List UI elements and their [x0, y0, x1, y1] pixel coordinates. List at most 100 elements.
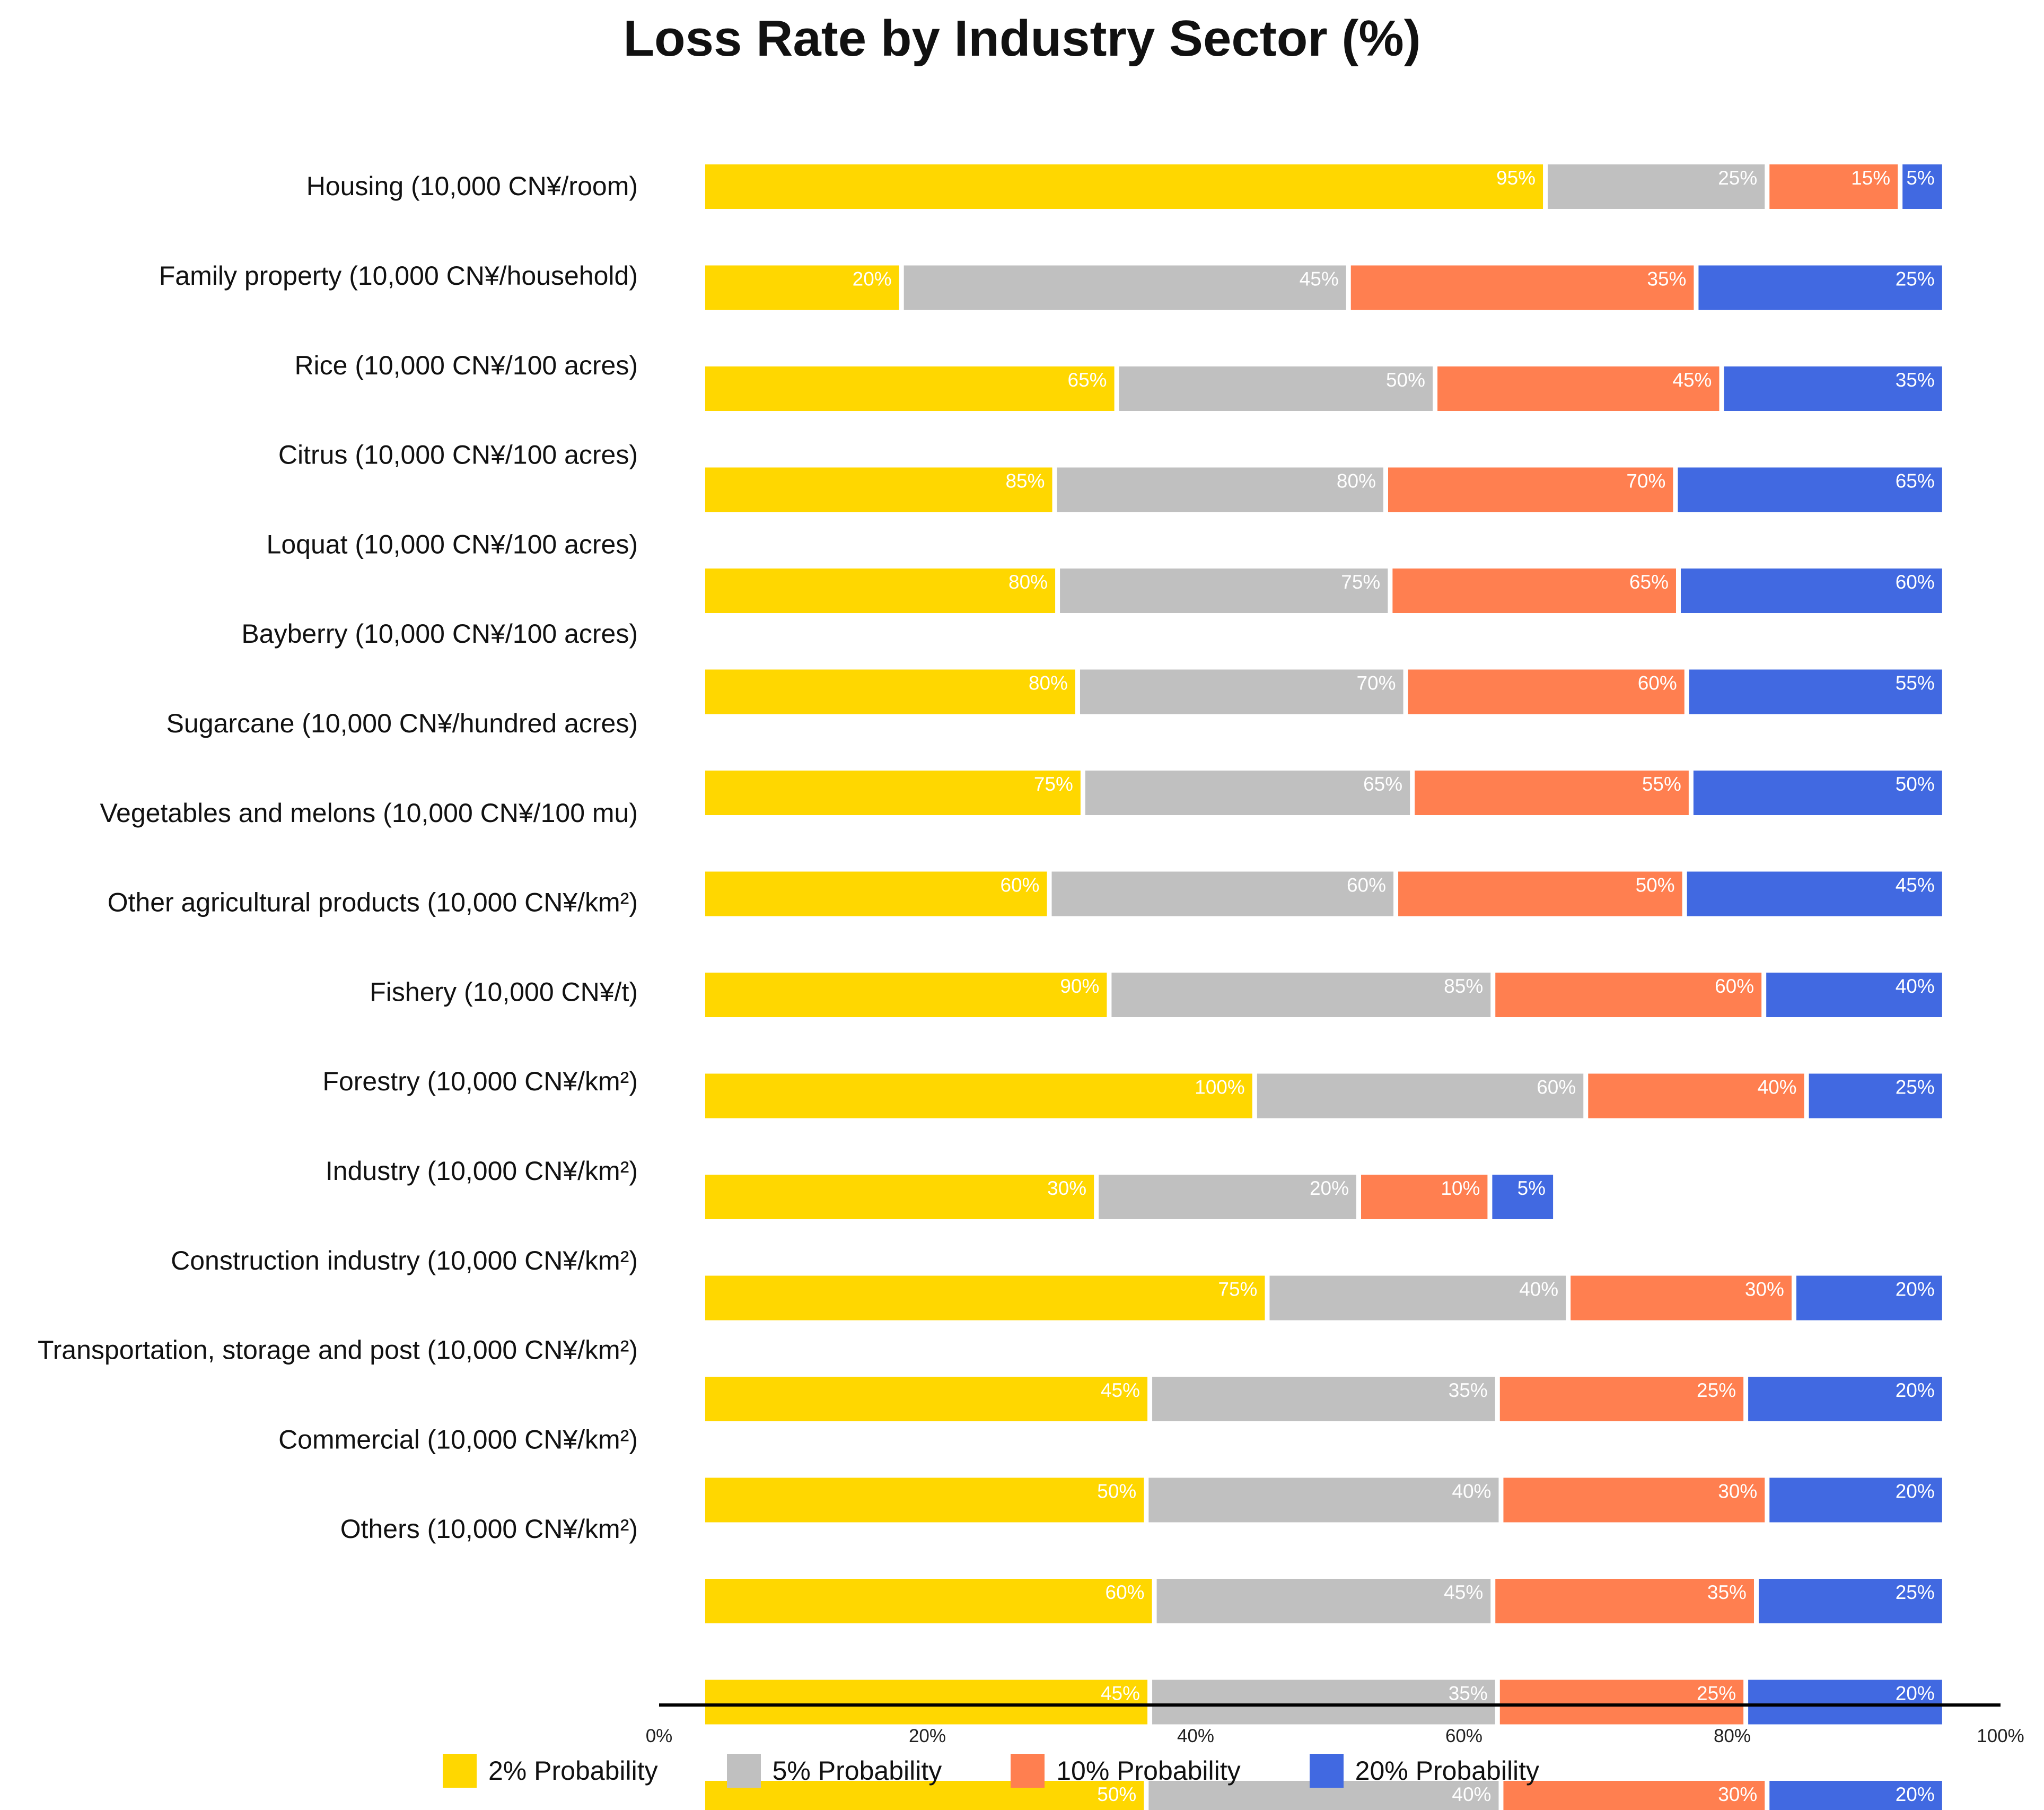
bar-segment	[1796, 1275, 1942, 1321]
bar-segment	[1499, 1680, 1744, 1725]
bar-segment	[1148, 1477, 1499, 1523]
bar-row: 60% 45% 35% 25%	[705, 1579, 1942, 1623]
category-label: Loquat (10,000 CN¥/100 acres)	[267, 529, 638, 559]
category-label: Other agricultural products (10,000 CN¥/…	[108, 888, 638, 917]
bar-value-label: 20%	[1896, 1278, 1935, 1300]
bar-row: 80% 75% 65% 60%	[705, 569, 1942, 613]
bar-segment	[1269, 1275, 1566, 1321]
legend-item: 2% Probability	[443, 1754, 658, 1788]
bar-value-label: 60%	[1347, 874, 1386, 896]
category-label: Rice (10,000 CN¥/100 acres)	[294, 351, 638, 380]
x-tick-label: 40%	[1177, 1726, 1214, 1746]
bar-segment	[1748, 1680, 1942, 1725]
bar-value-label: 20%	[1896, 1379, 1935, 1401]
bar-value-label: 50%	[1636, 874, 1675, 896]
bar-segment	[705, 771, 1081, 815]
bar-value-label: 60%	[1638, 672, 1677, 694]
bar-value-label: 65%	[1629, 571, 1669, 593]
bar-value-label: 70%	[1356, 672, 1396, 694]
bar-row: 30% 20% 10% 5%	[705, 1175, 1554, 1219]
bar-value-label: 40%	[1452, 1480, 1491, 1502]
x-tick-label: 60%	[1445, 1726, 1482, 1746]
bar-row: 45% 35% 25% 20%	[705, 1680, 1942, 1725]
bar-value-label: 75%	[1341, 571, 1380, 593]
bar-segment	[1902, 164, 1942, 209]
bar-value-label: 55%	[1896, 672, 1935, 694]
bar-segment	[1680, 569, 1942, 613]
x-tick-label: 80%	[1714, 1726, 1751, 1746]
bar-value-label: 20%	[1896, 1682, 1935, 1704]
category-label: Family property (10,000 CN¥/household)	[159, 261, 638, 291]
bar-row: 50% 40% 30% 20%	[705, 1781, 1942, 1810]
bar-row: 90% 85% 60% 40%	[705, 973, 1942, 1017]
bar-segment	[1060, 569, 1388, 613]
category-label: Transportation, storage and post (10,000…	[38, 1335, 638, 1365]
bar-segment	[705, 1579, 1152, 1623]
bar-value-label: 40%	[1519, 1278, 1558, 1300]
bar-row: 75% 65% 55% 50%	[705, 771, 1942, 815]
category-label: Sugarcane (10,000 CN¥/hundred acres)	[166, 709, 638, 738]
category-label: Construction industry (10,000 CN¥/km²)	[171, 1246, 638, 1275]
bar-value-label: 20%	[1896, 1480, 1935, 1502]
bar-value-label: 100%	[1195, 1076, 1245, 1098]
legend-item: 10% Probability	[1011, 1754, 1241, 1788]
bar-segment	[1571, 1275, 1792, 1321]
bar-segment	[1724, 366, 1942, 411]
bar-value-label: 50%	[1896, 773, 1935, 795]
bar-value-label: 5%	[1906, 167, 1934, 189]
category-label: Others (10,000 CN¥/km²)	[340, 1514, 638, 1544]
bar-segment	[1156, 1579, 1491, 1623]
category-label: Housing (10,000 CN¥/room)	[306, 171, 638, 201]
bar-segment	[1769, 164, 1898, 209]
bar-value-label: 85%	[1444, 975, 1483, 997]
bar-segment	[1678, 467, 1942, 512]
bar-segment	[1415, 771, 1689, 815]
bar-value-label: 25%	[1896, 1581, 1935, 1603]
bar-value-label: 90%	[1060, 975, 1099, 997]
bar-value-label: 35%	[1896, 369, 1935, 391]
bar-value-label: 35%	[1647, 268, 1686, 290]
bar-row: 65% 50% 45% 35%	[705, 366, 1942, 411]
category-label: Fishery (10,000 CN¥/t)	[370, 977, 638, 1007]
bar-segment	[705, 1275, 1265, 1321]
legend-item: 20% Probability	[1309, 1754, 1539, 1788]
bar-segment	[1350, 265, 1694, 310]
bar-value-label: 80%	[1029, 672, 1068, 694]
bar-segment	[1689, 669, 1942, 714]
bar-segment	[1758, 1579, 1942, 1623]
bar-value-label: 60%	[1715, 975, 1754, 997]
bar-segment	[705, 1377, 1148, 1421]
bar-row: 85% 80% 70% 65%	[705, 467, 1942, 512]
bar-segment	[1392, 569, 1676, 613]
bar-segment	[705, 1680, 1148, 1725]
legend-swatch	[1011, 1754, 1045, 1788]
bar-value-label: 40%	[1896, 975, 1935, 997]
bar-segment	[903, 265, 1346, 310]
bar-value-label: 60%	[1896, 571, 1935, 593]
bar-value-label: 35%	[1449, 1379, 1488, 1401]
bar-value-label: 80%	[1337, 470, 1376, 492]
bar-value-label: 65%	[1068, 369, 1107, 391]
bar-segment	[1152, 1680, 1495, 1725]
bar-value-label: 45%	[1444, 1581, 1483, 1603]
bar-segment	[705, 1477, 1144, 1523]
legend-label: 5% Probability	[772, 1756, 942, 1786]
bar-value-label: 65%	[1363, 773, 1402, 795]
bar-row: 100% 60% 40% 25%	[705, 1073, 1942, 1118]
bar-segment	[1152, 1377, 1495, 1421]
bar-segment	[1361, 1175, 1488, 1219]
bar-value-label: 45%	[1896, 874, 1935, 896]
category-label: Vegetables and melons (10,000 CN¥/100 mu…	[100, 798, 638, 828]
bar-segment	[1119, 366, 1433, 411]
category-labels: Housing (10,000 CN¥/room) Family property…	[38, 171, 638, 1544]
bar-value-label: 40%	[1452, 1783, 1491, 1805]
bar-value-label: 20%	[1310, 1177, 1349, 1199]
legend-label: 10% Probability	[1056, 1756, 1241, 1786]
bar-value-label: 30%	[1718, 1783, 1757, 1805]
bar-value-label: 60%	[1000, 874, 1039, 896]
category-label: Citrus (10,000 CN¥/100 acres)	[278, 440, 638, 470]
category-label: Industry (10,000 CN¥/km²)	[326, 1156, 638, 1186]
bar-segment	[1687, 871, 1942, 916]
bar-groups: 95% 25% 15% 5% 20% 45% 35% 25% 65% 50% 45% 35% 85% 80…	[705, 164, 1942, 1810]
bar-row: 45% 35% 25% 20%	[705, 1377, 1942, 1421]
